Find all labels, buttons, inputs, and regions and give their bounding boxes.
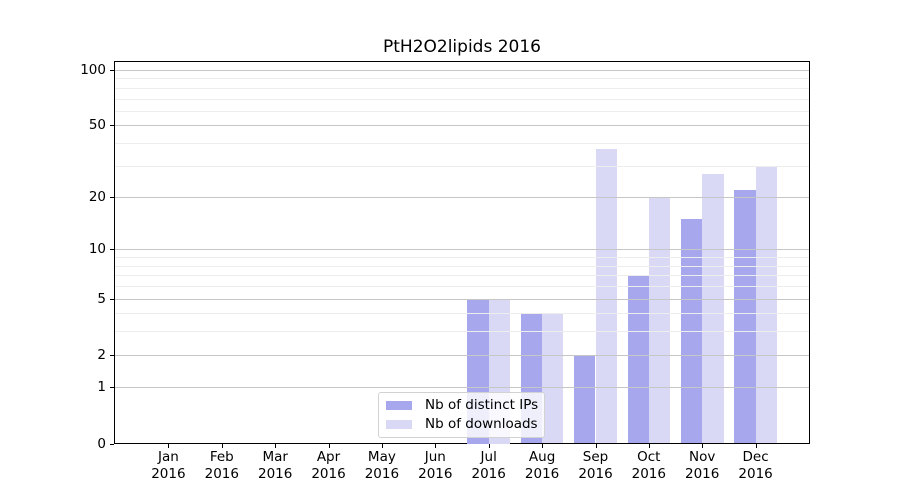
bar-distinct-ips-dec xyxy=(734,189,756,444)
x-tick-mark-aug xyxy=(542,444,544,448)
x-tick-label-oct: Oct 2016 xyxy=(631,449,666,482)
y-tick-label: 0 xyxy=(97,435,106,452)
x-tick-mark-may xyxy=(381,444,383,448)
x-tick-label-feb: Feb 2016 xyxy=(204,449,239,482)
x-tick-mark-sep xyxy=(595,444,597,448)
y-tick-label: 1 xyxy=(97,379,106,396)
chart-title: PtH2O2lipids 2016 xyxy=(383,37,541,57)
x-tick-label-mar: Mar 2016 xyxy=(258,449,293,482)
x-tick-mark-jul xyxy=(488,444,490,448)
gridline-major-50 xyxy=(115,125,809,127)
x-tick-label-jan: Jan 2016 xyxy=(151,449,186,482)
y-tick-label: 50 xyxy=(88,117,106,134)
legend-item-downloads: Nb of downloads xyxy=(386,415,538,433)
y-tick-mark-2 xyxy=(110,354,114,356)
bar-downloads-dec xyxy=(755,165,777,444)
y-tick-mark-0 xyxy=(110,443,114,445)
plot-area xyxy=(114,61,810,444)
gridline-major-100 xyxy=(115,70,809,71)
y-tick-mark-1 xyxy=(110,387,114,389)
bar-downloads-aug xyxy=(542,313,564,444)
gridline-minor-30 xyxy=(115,165,809,167)
x-tick-mark-oct xyxy=(648,444,650,448)
x-tick-mark-jun xyxy=(435,444,437,448)
gridline-major-10 xyxy=(115,249,809,251)
legend-label-distinct-ips: Nb of distinct IPs xyxy=(425,397,539,414)
legend-swatch-distinct-ips xyxy=(386,401,412,411)
gridline-major-2 xyxy=(115,354,809,356)
x-tick-mark-dec xyxy=(755,444,757,448)
gridline-minor-3 xyxy=(115,331,809,333)
gridline-major-5 xyxy=(115,298,809,300)
gridline-minor-6 xyxy=(115,286,809,287)
x-tick-label-jul: Jul 2016 xyxy=(471,449,506,482)
x-tick-mark-mar xyxy=(275,444,277,448)
x-tick-mark-jan xyxy=(168,444,170,448)
gridline-minor-90 xyxy=(115,78,809,80)
y-tick-label: 5 xyxy=(97,290,106,307)
gridline-minor-60 xyxy=(115,110,809,112)
y-tick-mark-10 xyxy=(110,249,114,251)
bar-downloads-oct xyxy=(648,197,671,444)
y-tick-mark-5 xyxy=(110,298,114,300)
gridline-minor-40 xyxy=(115,143,809,144)
x-tick-label-aug: Aug 2016 xyxy=(524,449,560,482)
gridline-minor-7 xyxy=(115,275,809,277)
legend: Nb of distinct IPs Nb of downloads xyxy=(378,392,545,438)
x-tick-label-apr: Apr 2016 xyxy=(311,449,346,482)
x-tick-label-sep: Sep 2016 xyxy=(578,449,613,482)
gridline-minor-8 xyxy=(115,265,809,267)
y-tick-mark-100 xyxy=(110,70,114,71)
gridline-minor-4 xyxy=(115,313,809,315)
y-tick-mark-20 xyxy=(110,197,114,199)
y-tick-label: 2 xyxy=(97,346,106,363)
x-tick-label-nov: Nov 2016 xyxy=(685,449,720,482)
legend-label-downloads: Nb of downloads xyxy=(425,415,538,432)
legend-swatch-downloads xyxy=(386,419,412,429)
gridline-minor-9 xyxy=(115,257,809,259)
x-tick-mark-nov xyxy=(702,444,704,448)
bar-downloads-nov xyxy=(702,173,724,444)
x-tick-mark-feb xyxy=(221,444,223,448)
bar-distinct-ips-sep xyxy=(574,354,596,444)
gridline-minor-80 xyxy=(115,87,809,89)
x-tick-label-dec: Dec 2016 xyxy=(738,449,773,482)
y-tick-label: 10 xyxy=(88,241,106,258)
gridline-major-1 xyxy=(115,387,809,389)
bar-downloads-sep xyxy=(595,149,617,444)
bar-distinct-ips-oct xyxy=(627,275,649,444)
x-tick-mark-apr xyxy=(328,444,330,448)
y-tick-label: 100 xyxy=(80,62,106,78)
y-tick-mark-50 xyxy=(110,125,114,127)
gridline-major-20 xyxy=(115,197,809,199)
y-tick-label: 20 xyxy=(88,189,106,206)
x-tick-label-may: May 2016 xyxy=(364,449,400,482)
gridline-minor-70 xyxy=(115,98,809,100)
legend-item-distinct-ips: Nb of distinct IPs xyxy=(386,397,539,414)
x-tick-label-jun: Jun 2016 xyxy=(418,449,453,482)
